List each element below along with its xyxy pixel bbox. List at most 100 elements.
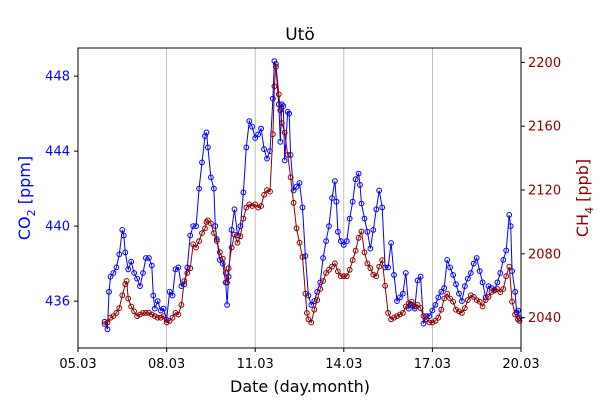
data-point <box>193 223 200 230</box>
data-point <box>208 174 214 181</box>
data-point <box>122 281 129 288</box>
data-point <box>157 314 164 321</box>
data-point <box>205 217 211 224</box>
data-point <box>107 273 114 280</box>
right-y-label-sub: 4 <box>583 207 596 214</box>
data-point <box>140 270 146 276</box>
left-y-tick-label: 436 <box>45 295 70 310</box>
data-point <box>320 278 327 284</box>
data-point <box>491 287 498 294</box>
data-point <box>302 253 309 260</box>
data-point <box>190 241 197 248</box>
data-point <box>453 281 459 288</box>
left-y-axis-label: CO2 [ppm] <box>15 156 38 240</box>
data-point <box>264 187 270 193</box>
data-point <box>154 314 161 321</box>
data-point <box>470 260 477 267</box>
data-point <box>444 290 451 297</box>
data-point <box>400 310 406 316</box>
data-point <box>515 307 521 314</box>
data-point <box>196 185 203 192</box>
left-y-tick-label: 448 <box>45 70 70 85</box>
data-point <box>193 244 200 251</box>
data-point <box>323 270 330 276</box>
grid-layer <box>166 48 433 348</box>
data-point <box>240 189 247 196</box>
data-point <box>346 266 353 273</box>
data-point <box>240 215 247 222</box>
data-point <box>169 314 176 321</box>
data-point <box>320 255 327 261</box>
data-point <box>358 200 365 207</box>
data-point <box>281 129 288 136</box>
data-point <box>128 303 135 310</box>
data-point <box>438 306 445 313</box>
data-point <box>397 294 403 301</box>
data-point <box>459 310 465 316</box>
data-point <box>441 295 448 302</box>
data-point <box>107 314 114 321</box>
data-point <box>160 305 167 312</box>
data-point <box>447 264 454 271</box>
data-point <box>273 61 279 67</box>
data-point <box>459 298 465 305</box>
data-point <box>299 254 306 260</box>
data-point <box>340 273 347 280</box>
data-point <box>110 270 117 276</box>
data-point <box>146 255 152 261</box>
data-point <box>402 303 409 310</box>
data-point <box>143 310 149 316</box>
data-point <box>184 270 191 276</box>
data-point <box>450 298 457 305</box>
data-point <box>507 223 514 230</box>
data-point <box>332 260 338 267</box>
data-point <box>143 255 149 261</box>
data-point <box>435 294 442 301</box>
data-point <box>432 318 439 324</box>
series-line <box>104 60 520 330</box>
data-point <box>329 195 335 201</box>
data-point <box>515 316 521 323</box>
data-point <box>296 180 303 186</box>
data-point <box>271 83 278 90</box>
data-point <box>101 321 108 328</box>
data-point <box>184 264 191 271</box>
data-point <box>335 228 341 235</box>
data-point <box>453 306 459 313</box>
right-y-tick-label: 2080 <box>528 247 561 262</box>
axes-layer: 05.03 08.03 11.03 14.03 17.03 20.03 436 440 444 4… <box>45 56 561 372</box>
data-point <box>317 286 324 292</box>
data-point <box>376 263 383 270</box>
data-point <box>479 303 486 310</box>
data-point <box>516 318 523 324</box>
data-point <box>146 310 152 316</box>
data-point <box>202 133 208 140</box>
data-point <box>137 311 143 318</box>
data-point <box>361 249 368 256</box>
left-y-label-unit: [ppm] <box>15 156 34 209</box>
data-point <box>349 257 356 264</box>
data-point <box>506 263 513 270</box>
data-point <box>122 249 129 256</box>
data-point <box>216 257 223 263</box>
data-point <box>106 288 112 295</box>
data-point <box>456 308 462 315</box>
series-layer <box>101 58 523 333</box>
data-point <box>270 95 276 102</box>
data-point <box>423 316 430 323</box>
data-point <box>134 275 141 282</box>
data-point <box>160 313 167 320</box>
data-point <box>426 319 433 326</box>
data-point <box>172 310 179 316</box>
data-point <box>420 313 427 320</box>
data-point <box>148 262 155 269</box>
data-point <box>246 201 253 208</box>
series-ch4 <box>101 61 523 328</box>
data-point <box>271 58 278 64</box>
data-point <box>199 159 205 166</box>
data-point <box>175 264 182 271</box>
data-point <box>482 297 489 304</box>
data-point <box>346 215 353 222</box>
data-point <box>355 170 362 177</box>
